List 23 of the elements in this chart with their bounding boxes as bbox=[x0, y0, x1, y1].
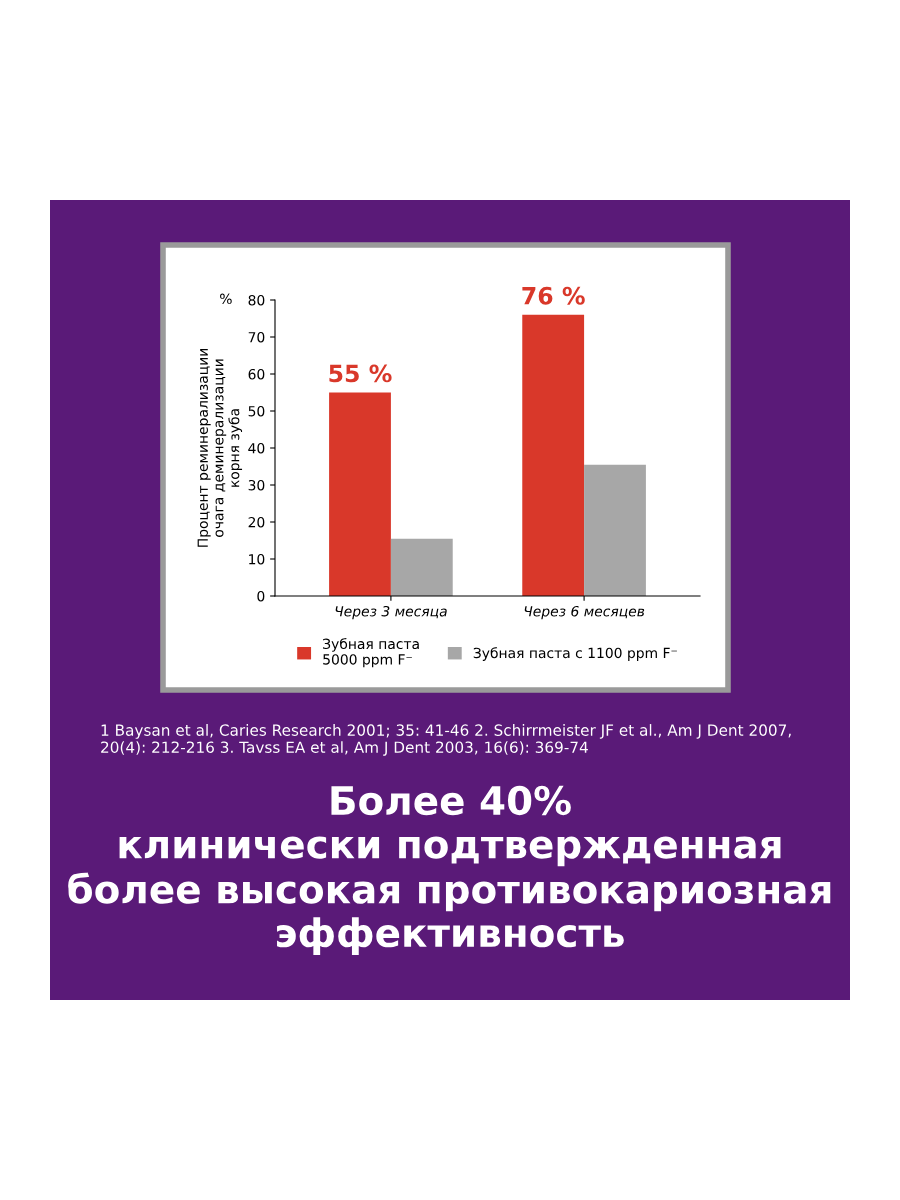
y-tick-label: 80 bbox=[248, 294, 265, 306]
legend-label: Зубная паста 5000 ppm F⁻ bbox=[323, 638, 419, 668]
text: % bbox=[220, 293, 232, 305]
y-tick-label: 70 bbox=[248, 331, 265, 343]
text: Более 40% клинически подтвержденная более высокая противокариозная эффективность bbox=[68, 785, 831, 955]
bar bbox=[522, 314, 585, 596]
x-tick-label: Через 3 месяца bbox=[335, 605, 447, 620]
bar bbox=[584, 464, 646, 596]
y-tick-label: 0 bbox=[257, 590, 265, 602]
y-tick-label: 30 bbox=[248, 479, 265, 491]
y-tick-label: 20 bbox=[248, 516, 265, 528]
y-tick-label: 10 bbox=[249, 553, 265, 565]
data-label: 76 % bbox=[522, 286, 585, 305]
bar bbox=[390, 538, 453, 596]
y-tick-label: 60 bbox=[248, 368, 265, 380]
y-tick-label: 40 bbox=[248, 442, 265, 454]
y-tick-label: 50 bbox=[248, 405, 265, 417]
x-tick-label: Через 6 месяцев bbox=[524, 605, 645, 620]
data-label: 55 % bbox=[329, 364, 392, 383]
legend-label: Зубная паста с 1100 ppm F⁻ bbox=[473, 647, 677, 661]
text: 1 Baysan et al, Caries Research 2001; 35: 41-46 2. Schirrmeister JF et al., Am J Dent 2007, 20(4): 212-216 3. Tavss EA et al, Am J Dent 2003, 16(6): 369-74 bbox=[101, 724, 791, 756]
y-axis-title: Процент реминерализации очага деминерализации корня зуба bbox=[197, 349, 243, 547]
bar bbox=[329, 392, 391, 596]
